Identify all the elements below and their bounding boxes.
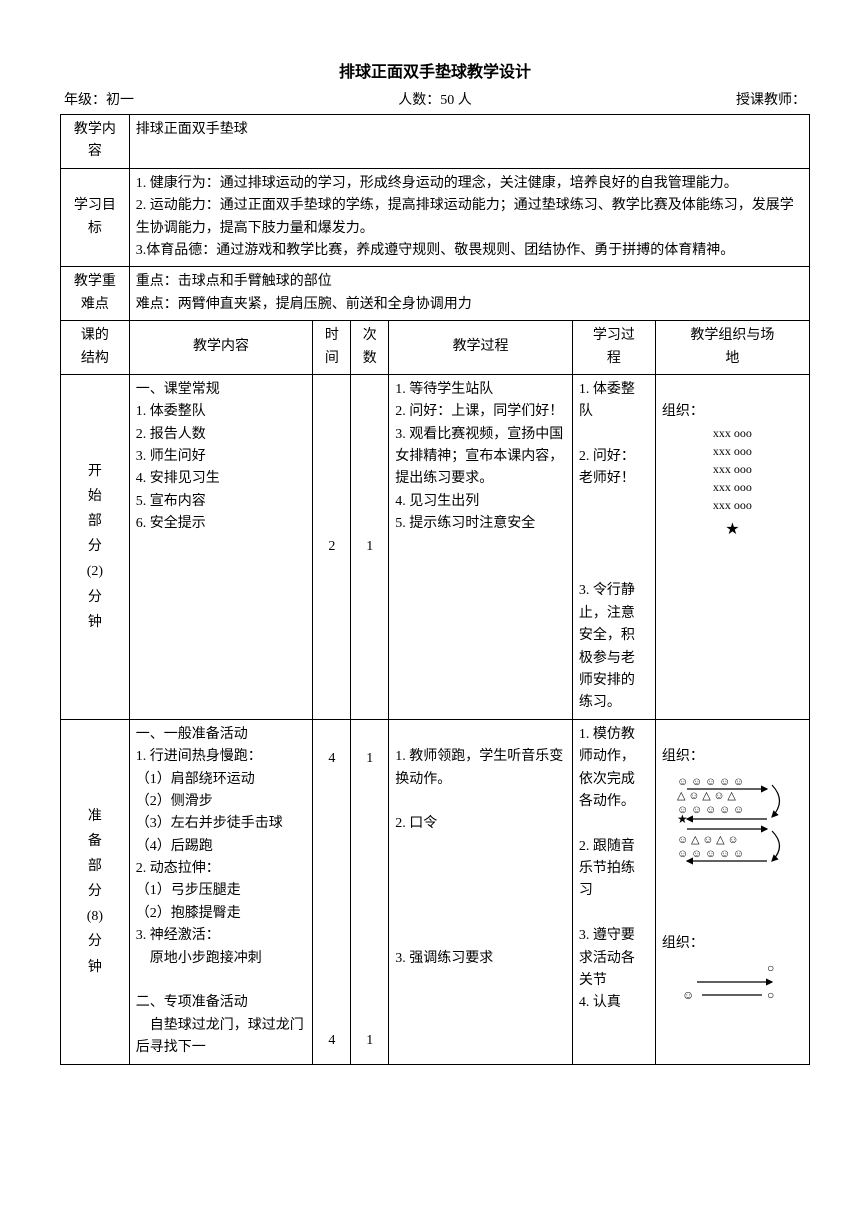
hdr-count: 次 数 (351, 321, 389, 375)
hdr-learning: 学习过 程 (572, 321, 655, 375)
content-prep: 一、一般准备活动 1. 行进间热身慢跑： （1）肩部绕环运动 （2）侧滑步 （3… (129, 719, 313, 1064)
process-start: 1. 等待学生站队 2. 问好：上课，同学们好！ 3. 观看比赛视频，宣扬中国女… (389, 374, 573, 719)
svg-text:☺ ☺ ☺ ☺ ☺: ☺ ☺ ☺ ☺ ☺ (677, 776, 744, 788)
process-prep: 1. 教师领跑，学生听音乐变换动作。 2. 口令 3. 强调练习要求 (389, 719, 573, 1064)
svg-text:○: ○ (767, 988, 774, 1002)
formation-diagram-icon: ☺ ☺ ☺ ☺ ☺ △ ☺ △ ☺ △ ☺ ☺ ☺ ☺ ☺ ★ ☺ △ ☺ △ … (672, 771, 792, 871)
header-row: 课的 结构 教学内容 时 间 次 数 教学过程 学习过 程 教学组织与场 地 (61, 321, 810, 375)
page-title: 排球正面双手垫球教学设计 (60, 60, 810, 86)
formation-diagram2-icon: ○ ☺ ○ (677, 957, 787, 1007)
value-objectives: 1. 健康行为：通过排球运动的学习，形成终身运动的理念，关注健康，培养良好的自我… (129, 168, 809, 267)
hdr-process: 教学过程 (389, 321, 573, 375)
section-prep: 准 备 部 分 (8) 分 钟 一、一般准备活动 1. 行进间热身慢跑： （1）… (61, 719, 810, 1064)
structure-prep: 准 备 部 分 (8) 分 钟 (61, 719, 130, 1064)
label-objectives: 学习目标 (61, 168, 130, 267)
org-start: 组织： xxx ooo xxx ooo xxx ooo xxx ooo xxx … (655, 374, 809, 719)
svg-text:☺ ☺ ☺ ☺ ☺: ☺ ☺ ☺ ☺ ☺ (677, 848, 744, 860)
teacher-info: 授课教师： (736, 90, 806, 112)
meta-row: 年级：初一 人数：50 人 授课教师： (60, 90, 810, 112)
label-keypoints: 教学重难点 (61, 267, 130, 321)
table-row: 教学内容 排球正面双手垫球 (61, 114, 810, 168)
learning-start: 1. 体委整队 2. 问好：老师好！ 3. 令行静止，注意安全，积极参与老师安排… (572, 374, 655, 719)
table-row: 学习目标 1. 健康行为：通过排球运动的学习，形成终身运动的理念，关注健康，培养… (61, 168, 810, 267)
org-prep: 组织： ☺ ☺ ☺ ☺ ☺ △ ☺ △ ☺ △ ☺ ☺ ☺ ☺ ☺ ★ ☺ △ … (655, 719, 809, 1064)
time-start: 2 (313, 374, 351, 719)
grade-info: 年级：初一 (64, 90, 134, 112)
count-info: 人数：50 人 (398, 90, 472, 112)
formation-grid: xxx ooo xxx ooo xxx ooo xxx ooo xxx ooo … (662, 424, 803, 542)
star-icon: ★ (662, 518, 803, 542)
svg-text:○: ○ (767, 961, 774, 975)
label-teaching-content: 教学内容 (61, 114, 130, 168)
value-teaching-content: 排球正面双手垫球 (129, 114, 809, 168)
table-row: 教学重难点 重点：击球点和手臂触球的部位 难点：两臂伸直夹紧，提肩压腕、前送和全… (61, 267, 810, 321)
section-start: 开 始 部 分 (2) 分 钟 一、课堂常规 1. 体委整队 2. 报告人数 3… (61, 374, 810, 719)
svg-text:△ ☺ △ ☺ △: △ ☺ △ ☺ △ (677, 790, 736, 802)
count-prep: 1 1 (351, 719, 389, 1064)
time-prep: 4 4 (313, 719, 351, 1064)
hdr-structure: 课的 结构 (61, 321, 130, 375)
structure-start: 开 始 部 分 (2) 分 钟 (61, 374, 130, 719)
learning-prep: 1. 模仿教师动作，依次完成各动作。 2. 跟随音乐节拍练习 3. 遵守要求活动… (572, 719, 655, 1064)
hdr-time: 时 间 (313, 321, 351, 375)
svg-text:☺: ☺ (682, 988, 694, 1002)
lesson-plan-table: 教学内容 排球正面双手垫球 学习目标 1. 健康行为：通过排球运动的学习，形成终… (60, 114, 810, 1065)
content-start: 一、课堂常规 1. 体委整队 2. 报告人数 3. 师生问好 4. 安排见习生 … (129, 374, 313, 719)
value-keypoints: 重点：击球点和手臂触球的部位 难点：两臂伸直夹紧，提肩压腕、前送和全身协调用力 (129, 267, 809, 321)
svg-text:☺ △ ☺ △ ☺: ☺ △ ☺ △ ☺ (677, 834, 739, 846)
hdr-org: 教学组织与场 地 (655, 321, 809, 375)
hdr-content: 教学内容 (129, 321, 313, 375)
count-start: 1 (351, 374, 389, 719)
svg-text:★: ★ (677, 812, 688, 826)
